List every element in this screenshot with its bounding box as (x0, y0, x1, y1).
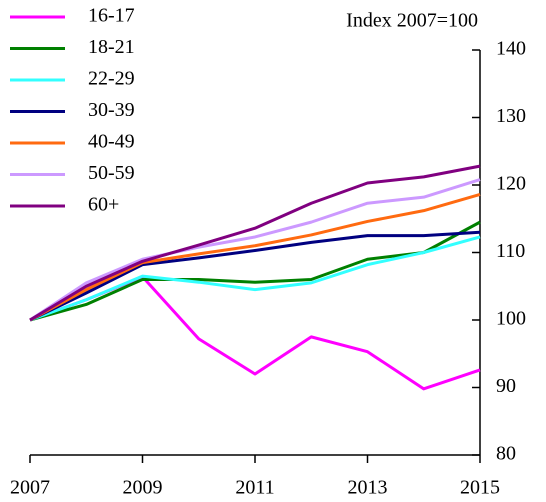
legend-label: 60+ (88, 194, 119, 216)
series-line (29, 235, 481, 322)
annotation: Index 2007=100 (346, 10, 478, 32)
series-line (29, 220, 481, 322)
y-tick-label: 100 (496, 308, 526, 330)
legend-label: 18-21 (88, 36, 135, 58)
y-tick-label: 140 (496, 38, 526, 60)
legend-label: 30-39 (88, 99, 135, 121)
legend-label: 50-59 (88, 162, 135, 184)
x-tick-label: 2007 (10, 477, 50, 499)
y-tick-label: 110 (496, 240, 525, 262)
legend-label: 16-17 (88, 5, 135, 27)
y-tick-label: 90 (496, 375, 516, 397)
series-line (29, 178, 481, 322)
x-tick-label: 2009 (123, 477, 163, 499)
y-tick-label: 80 (496, 443, 516, 465)
series-line (29, 193, 481, 322)
y-tick-label: 120 (496, 173, 526, 195)
series-line (29, 230, 481, 322)
legend-label: 40-49 (88, 131, 135, 153)
legend-label: 22-29 (88, 68, 135, 90)
series-line (29, 164, 481, 322)
y-tick-label: 130 (496, 105, 526, 127)
x-tick-label: 2011 (235, 477, 274, 499)
x-tick-label: 2015 (460, 477, 500, 499)
x-tick-label: 2013 (348, 477, 388, 499)
